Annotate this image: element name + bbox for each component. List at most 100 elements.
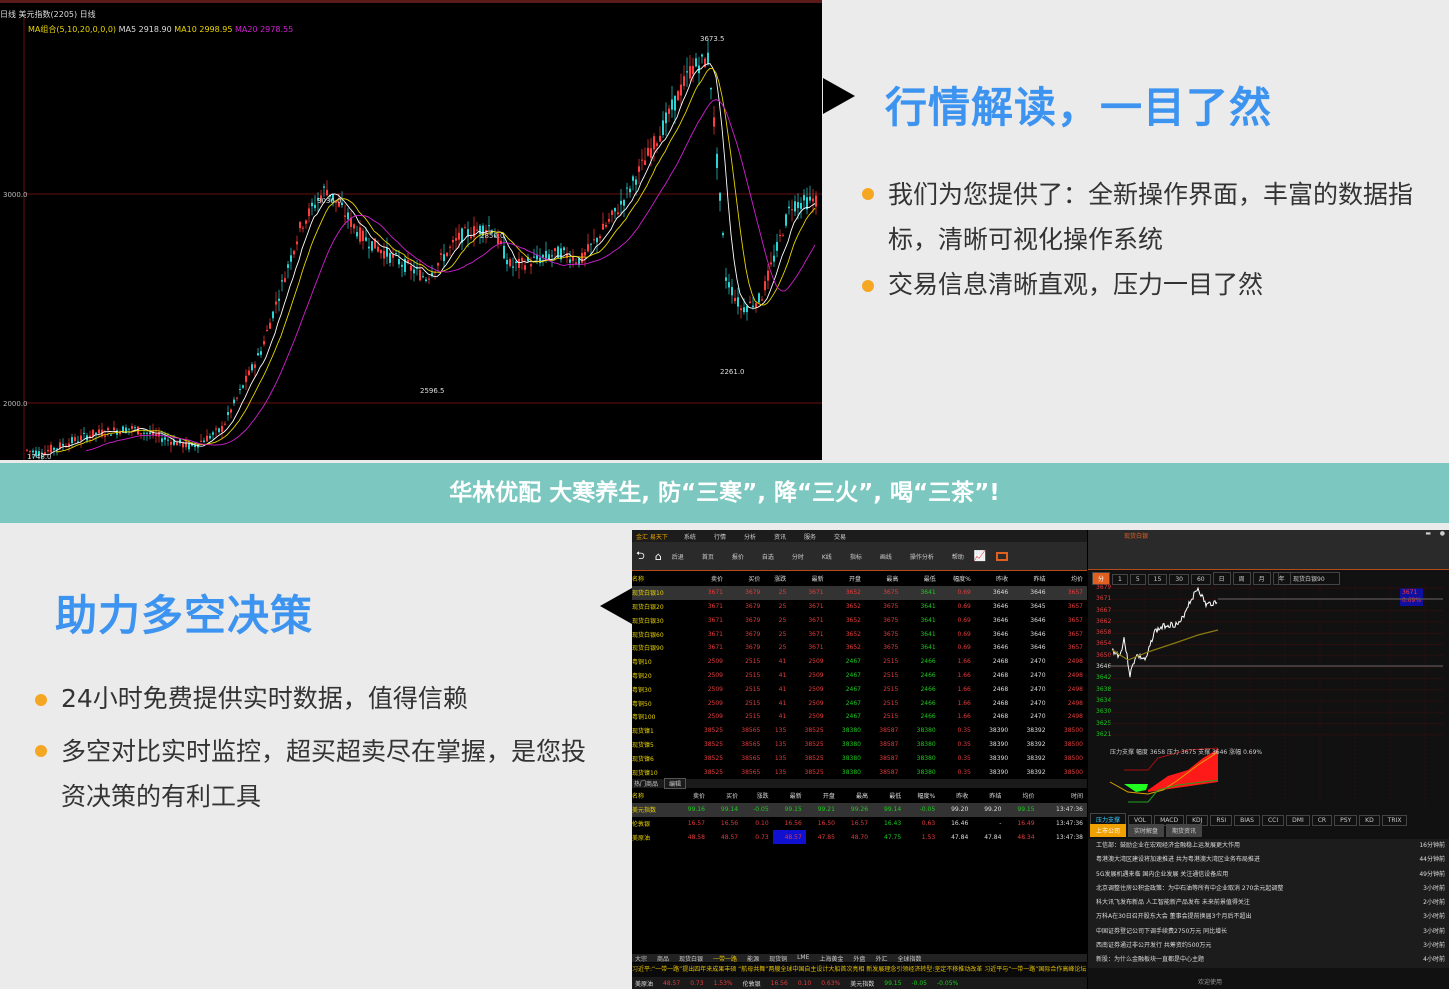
column-header[interactable]: 买价 <box>726 793 739 801</box>
column-header[interactable]: 昨收 <box>956 793 969 801</box>
column-header[interactable]: 昨结 <box>989 793 1002 801</box>
news-tab[interactable]: 上市公司 <box>1090 824 1127 837</box>
column-header[interactable]: 涨跌 <box>774 576 787 584</box>
chart-icon[interactable]: 📈 <box>973 550 987 562</box>
column-header[interactable]: 开盘 <box>822 793 835 801</box>
table-row[interactable]: 现货镍5 38525 38565 135 38525 38380 38587 38380 0.3… <box>632 738 1087 752</box>
column-header[interactable]: 名称 <box>632 576 645 584</box>
period-tab[interactable]: 60 <box>1190 574 1211 585</box>
menu-item[interactable]: 系统 <box>683 533 696 541</box>
menu-item[interactable]: 交易 <box>834 533 847 541</box>
table-row[interactable]: 粤铜10 2509 2515 41 2509 2467 2515 2466 1.66 2468 24… <box>632 655 1087 669</box>
column-header[interactable]: 名称 <box>632 793 645 801</box>
period-tab[interactable]: 30 <box>1169 574 1189 585</box>
news-tab[interactable]: 实时解盘 <box>1128 824 1165 837</box>
column-header[interactable]: 均价 <box>1022 793 1035 801</box>
toolbar-button[interactable]: 后退 <box>671 553 684 561</box>
bottom-tab[interactable]: 商品 <box>657 956 670 963</box>
table-row[interactable]: 现货白银60 3671 3679 25 3671 3652 3675 3641 0.69 3646… <box>632 627 1087 641</box>
column-header[interactable]: 幅度% <box>953 576 971 584</box>
menu-item[interactable]: 行情 <box>713 533 726 541</box>
news-item[interactable]: 5G发展机遇来临 国内企业发展 关注通信设备应用 49分钟前 <box>1088 868 1449 882</box>
toolbar-button[interactable]: 指标 <box>849 553 862 561</box>
news-item[interactable]: 粤港澳大湾区建设将加速推进 共为粤港澳大湾区业务布局推进 44分钟前 <box>1088 853 1449 867</box>
bottom-tab[interactable]: 上海黄金 <box>819 956 844 963</box>
column-header[interactable]: 最低 <box>889 793 902 801</box>
news-item[interactable]: 新股：为什么金融板块一直都是中心主题 4小时前 <box>1088 953 1449 967</box>
toolbar-button[interactable]: 帮助 <box>951 553 964 561</box>
table-row[interactable]: 现货白银90 3671 3679 25 3671 3652 3675 3641 0.69 3646… <box>632 641 1087 655</box>
edit-button[interactable]: 编辑 <box>664 778 687 789</box>
toolbar-button[interactable]: 画线 <box>879 553 892 561</box>
bottom-tab[interactable]: 一带一路 <box>713 956 738 963</box>
bottom-tab[interactable]: 大宗 <box>635 956 648 963</box>
toolbar-button[interactable]: K线 <box>821 553 832 561</box>
column-header[interactable]: 最新 <box>811 576 824 584</box>
news-item[interactable]: 科大讯飞发布新品 人工智能新产品发布 未来前景值得关注 2小时前 <box>1088 896 1449 910</box>
indicator-tab[interactable]: RSI <box>1210 815 1233 826</box>
table-row[interactable]: 现货镍1 38525 38565 135 38525 38380 38587 38380 0.3… <box>632 724 1087 738</box>
period-tab[interactable]: 日 <box>1212 572 1231 585</box>
indicator-tab[interactable]: CR <box>1311 815 1333 826</box>
column-header[interactable]: 时间 <box>1070 793 1083 801</box>
symbol-selector[interactable]: 现货白银90 <box>1278 572 1340 585</box>
table-row[interactable]: 现货镍6 38525 38565 135 38525 38380 38587 38380 0.3… <box>632 751 1087 765</box>
table-row[interactable]: 现货白银30 3671 3679 25 3671 3652 3675 3641 0.69 3646… <box>632 613 1087 627</box>
indicator-tab[interactable]: KD <box>1359 815 1380 826</box>
menu-item[interactable]: 服务 <box>803 533 816 541</box>
table-row[interactable]: 粤铜30 2509 2515 41 2509 2467 2515 2466 1.66 2468 24… <box>632 682 1087 696</box>
news-item[interactable]: 中国证券登记公司下调手续费2750万元 同比增长 3小时前 <box>1088 925 1449 939</box>
bottom-tab[interactable]: 全球指数 <box>897 956 922 963</box>
bottom-tab[interactable]: 外盘 <box>853 956 866 963</box>
column-header[interactable]: 最高 <box>856 793 869 801</box>
bottom-tab[interactable]: 现货铜 <box>769 956 788 963</box>
indicator-tab[interactable]: TRIX <box>1381 815 1408 826</box>
news-tab[interactable]: 期货资讯 <box>1166 824 1203 837</box>
news-item[interactable]: 万科A在30日召开股东大会 董事会提前换届3个月后不超出 3小时前 <box>1088 910 1449 924</box>
table-row[interactable]: 伦敦银 16.57 16.56 0.10 16.56 16.50 16.57 16.43 0.6… <box>632 817 1087 831</box>
table-row[interactable]: 美原油 48.58 48.57 0.73 48.57 47.85 48.70 47.75 1.5… <box>632 830 1087 845</box>
column-header[interactable]: 最低 <box>923 576 936 584</box>
close-icon[interactable]: ● <box>1439 530 1445 537</box>
news-item[interactable]: 北京调整住房公积金政策：为中石油等所有中企业取消 270余元起调整 3小时前 <box>1088 882 1449 896</box>
back-icon[interactable]: ⮌ <box>636 548 645 562</box>
table-row[interactable]: 美元指数 99.16 99.14 -0.05 99.15 99.21 99.26 99.14 -… <box>632 802 1087 817</box>
column-header[interactable]: 昨结 <box>1033 576 1046 584</box>
candlestick-chart[interactable]: 日线 美元指数(2205) 日线 MA组合(5,10,20,0,0,0) MA5… <box>0 0 822 460</box>
toolbar-button[interactable]: 分时 <box>791 553 804 561</box>
bottom-tab[interactable]: 能源 <box>747 956 760 963</box>
column-header[interactable]: 买价 <box>748 576 761 584</box>
column-header[interactable]: 幅度% <box>917 793 936 801</box>
toolbar-button[interactable]: 自选 <box>761 553 774 561</box>
menu-item[interactable]: 分析 <box>743 533 756 541</box>
column-header[interactable]: 涨跌 <box>756 793 769 801</box>
column-header[interactable]: 卖价 <box>711 576 724 584</box>
indicator-tab[interactable]: PSY <box>1334 815 1358 826</box>
period-tab[interactable]: 15 <box>1147 574 1168 585</box>
period-tab[interactable]: 5 <box>1129 574 1146 585</box>
bottom-tab[interactable]: LME <box>797 954 810 961</box>
period-tab[interactable]: 1 <box>1112 574 1128 585</box>
column-header[interactable]: 均价 <box>1070 576 1083 584</box>
table-row[interactable]: 粤铜20 2509 2515 41 2509 2467 2515 2466 1.66 2468 24… <box>632 669 1087 683</box>
indicator-tab[interactable]: DMI <box>1286 815 1310 826</box>
home-icon[interactable]: ⌂ <box>654 549 662 563</box>
table-row[interactable]: 现货镍10 38525 38565 135 38525 38380 38587 38380 0.… <box>632 765 1087 779</box>
toolbar-button[interactable]: 报价 <box>731 553 744 561</box>
column-header[interactable]: 开盘 <box>848 576 861 584</box>
column-header[interactable]: 最高 <box>886 576 899 584</box>
news-item[interactable]: 西南证券通过非公开发行 共筹资约500万元 3小时前 <box>1088 939 1449 953</box>
table-row[interactable]: 现货白银20 3671 3679 25 3671 3652 3675 3641 0.69 3646… <box>632 600 1087 614</box>
table-row[interactable]: 粤铜100 2509 2515 41 2509 2467 2515 2466 1.66 2468 2… <box>632 710 1087 724</box>
bottom-tab[interactable]: 现货白银 <box>679 956 704 963</box>
column-header[interactable]: 最新 <box>789 793 802 801</box>
indicator-tab[interactable]: BIAS <box>1234 815 1260 826</box>
monitor-icon[interactable] <box>996 551 1009 561</box>
minimize-icon[interactable]: ▬ <box>1425 530 1431 537</box>
toolbar-button[interactable]: 操作分析 <box>909 553 934 561</box>
toolbar-button[interactable]: 首页 <box>701 553 714 561</box>
period-tab[interactable]: 分 <box>1092 572 1111 585</box>
column-header[interactable]: 昨收 <box>996 576 1009 584</box>
period-tab[interactable]: 月 <box>1252 572 1271 585</box>
bottom-tab[interactable]: 外汇 <box>875 956 888 963</box>
